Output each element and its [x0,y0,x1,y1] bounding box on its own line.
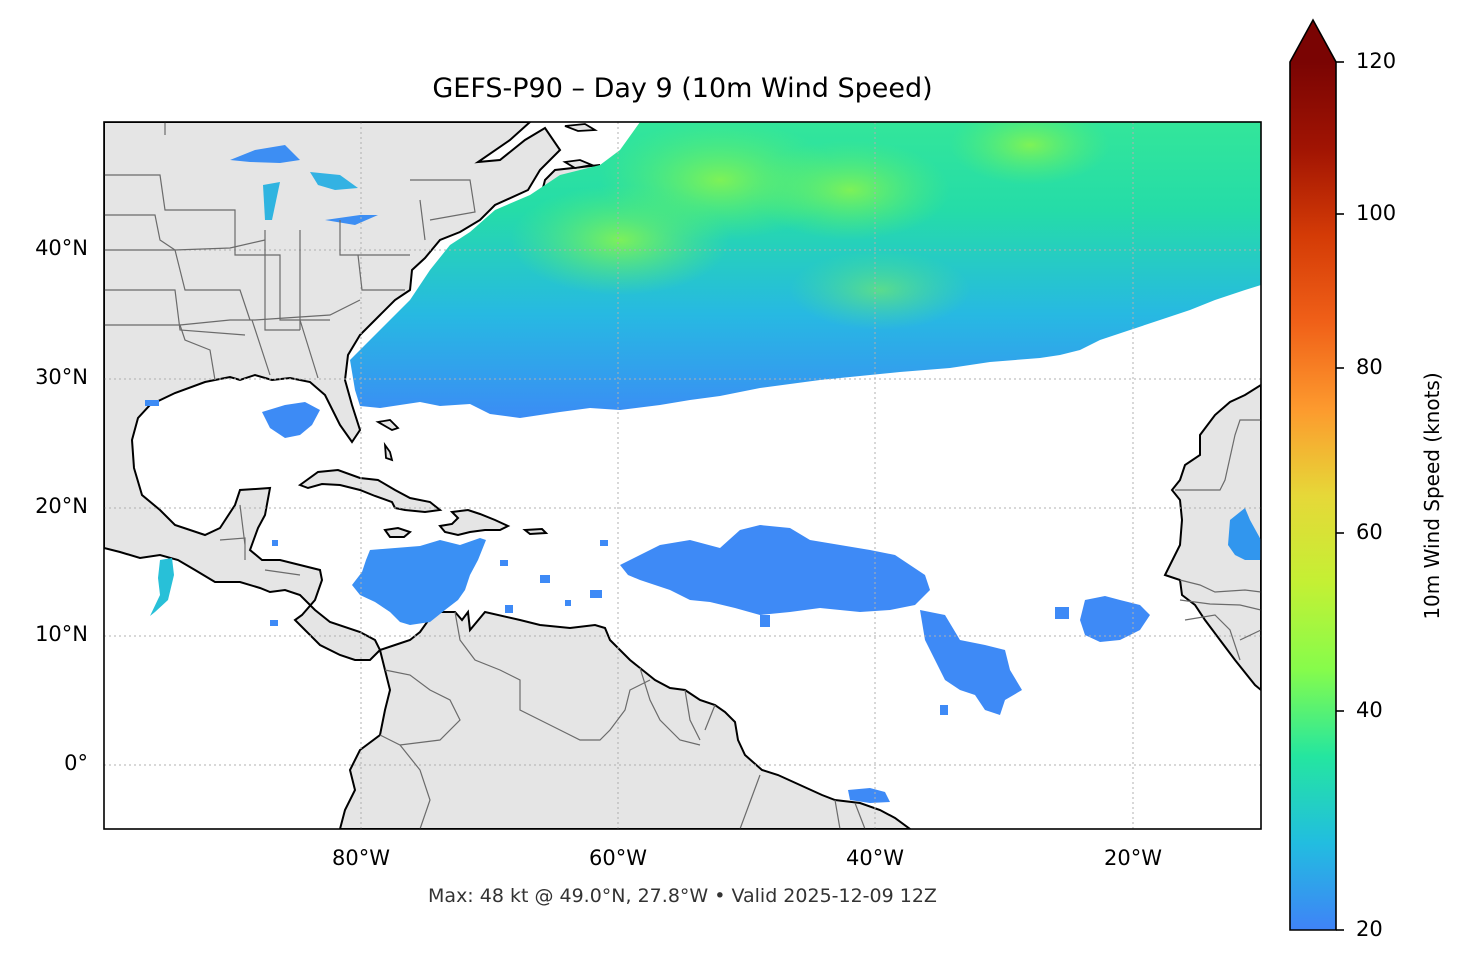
land-pei [562,159,596,169]
land-hispaniola [438,508,511,537]
land-cuba [297,468,443,514]
land-puerto-rico [522,527,549,536]
colorbar-extend-arrow [1290,20,1336,62]
y-tick-label: 20°N [35,494,88,518]
colorbar-tick-label: 40 [1356,698,1383,722]
x-tick-label: 60°W [589,846,647,870]
x-tick-label: 40°W [846,846,904,870]
colorbar-tick-label: 100 [1356,201,1397,225]
land-anticosti [564,123,598,132]
map-area [104,122,1261,829]
chart-subtitle: Max: 48 kt @ 49.0°N, 27.8°W • Valid 2025… [428,885,937,907]
colorbar-tick-label: 20 [1356,917,1383,941]
chart-title: GEFS-P90 – Day 9 (10m Wind Speed) [432,73,933,104]
borders [104,122,1261,829]
y-tick-label: 30°N [35,365,88,389]
land-west-africa [1163,383,1261,692]
colorbar [1289,18,1344,931]
land-bahamas [375,419,400,462]
y-tick-label: 0° [64,751,88,775]
land-north-america [104,122,562,661]
y-tick-label: 40°N [35,236,88,260]
land-jamaica [383,526,413,538]
map-frame [103,121,1262,830]
colorbar-tick-label: 80 [1356,355,1383,379]
colorbar-label: 10m Wind Speed (knots) [1420,372,1444,620]
x-tick-label: 80°W [332,846,390,870]
x-tick-label: 20°W [1104,846,1162,870]
colorbar-tick-label: 60 [1356,520,1383,544]
land-south-america [338,609,912,829]
y-tick-label: 10°N [35,622,88,646]
colorbar-tick-label: 120 [1356,49,1397,73]
